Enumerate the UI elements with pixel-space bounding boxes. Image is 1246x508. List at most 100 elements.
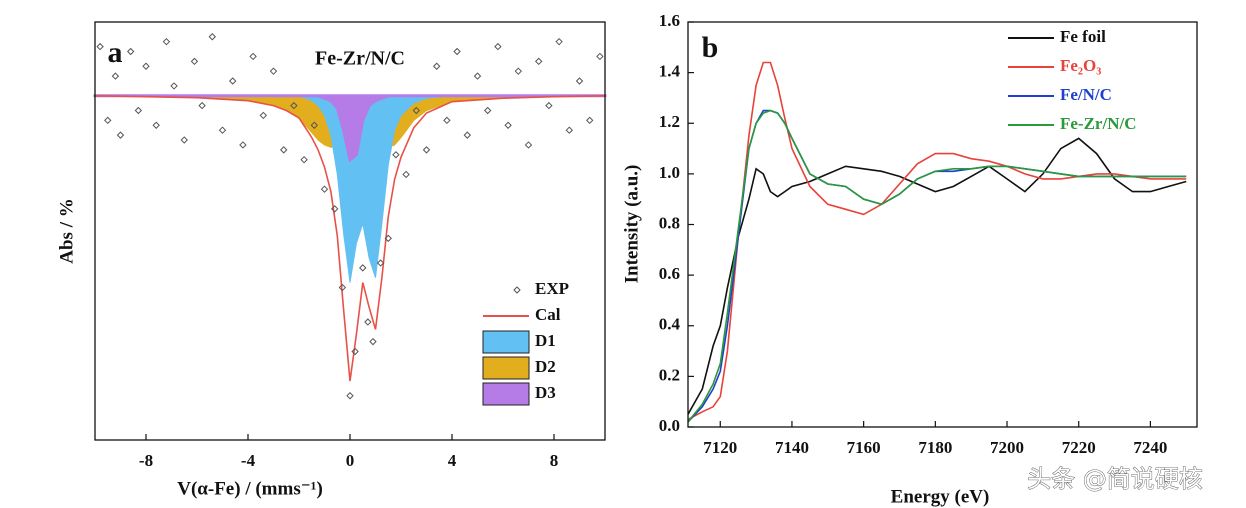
exp-point bbox=[134, 106, 143, 115]
exp-point bbox=[494, 42, 502, 51]
exp-point bbox=[524, 141, 533, 149]
y-tick-label: 0.8 bbox=[659, 213, 680, 232]
exp-point bbox=[376, 259, 385, 267]
exp-point bbox=[443, 116, 451, 125]
exp-point bbox=[320, 185, 329, 193]
exp-point bbox=[310, 121, 319, 129]
y-tick-label: 1.0 bbox=[659, 163, 680, 182]
x-tick-label: -8 bbox=[139, 451, 153, 470]
exp-point bbox=[170, 82, 178, 90]
legend-label: Cal bbox=[535, 305, 561, 324]
exp-point bbox=[483, 106, 492, 115]
exp-point bbox=[300, 155, 308, 164]
exp-point bbox=[190, 57, 199, 66]
exp-point bbox=[338, 283, 347, 292]
exp-point bbox=[346, 392, 354, 400]
x-tick-label: -4 bbox=[241, 451, 256, 470]
exp-point bbox=[142, 62, 150, 70]
exp-point bbox=[290, 101, 298, 110]
y-axis-label: Intensity (a.u.) bbox=[621, 165, 642, 284]
exp-point bbox=[96, 42, 104, 51]
exp-point bbox=[392, 151, 400, 159]
y-tick-label: 1.6 bbox=[659, 11, 680, 30]
legend-label: EXP bbox=[535, 279, 569, 298]
legend-label: Fe/N/C bbox=[1060, 85, 1112, 104]
x-tick-label: 4 bbox=[448, 451, 457, 470]
exp-point bbox=[473, 72, 482, 80]
x-tick-label: 0 bbox=[346, 451, 355, 470]
legend-label: D2 bbox=[535, 357, 556, 376]
y-tick-label: 0.0 bbox=[659, 416, 680, 435]
legend-swatch bbox=[513, 286, 521, 294]
exp-point bbox=[453, 47, 461, 56]
y-tick-label: 0.6 bbox=[659, 264, 680, 283]
legend-swatch bbox=[482, 330, 530, 354]
exp-point bbox=[565, 126, 574, 134]
exp-point bbox=[555, 37, 563, 46]
series-line bbox=[687, 109, 1187, 423]
x-axis-label: V(α-Fe) / (mms⁻¹) bbox=[177, 478, 323, 499]
exp-point bbox=[463, 131, 472, 139]
exp-point bbox=[402, 170, 410, 179]
exp-point bbox=[228, 77, 237, 85]
legend-label: Fe foil bbox=[1060, 27, 1106, 46]
exp-point bbox=[384, 234, 392, 243]
x-tick-label: 7160 bbox=[847, 438, 881, 457]
series-line bbox=[94, 95, 606, 382]
legend-label: Fe₂O₃ bbox=[1060, 56, 1101, 75]
exp-point bbox=[116, 131, 125, 139]
exp-point bbox=[364, 318, 372, 326]
exp-point bbox=[162, 37, 171, 46]
legend-swatch bbox=[482, 382, 530, 406]
legend-label: Fe-Zr/N/C bbox=[1060, 114, 1136, 133]
exp-point bbox=[218, 126, 227, 134]
exp-point bbox=[369, 337, 377, 346]
exp-point bbox=[208, 33, 217, 41]
panel-label: b bbox=[702, 31, 719, 64]
exp-point bbox=[422, 146, 431, 154]
exp-point bbox=[180, 136, 188, 144]
y-tick-label: 1.2 bbox=[659, 112, 680, 131]
exp-point bbox=[351, 347, 359, 356]
exp-point bbox=[198, 101, 206, 110]
exp-point bbox=[545, 101, 553, 110]
exp-point bbox=[126, 47, 135, 56]
exp-point bbox=[534, 57, 543, 66]
exp-point bbox=[104, 116, 112, 125]
exp-point bbox=[596, 52, 604, 61]
chart-title: Fe-Zr/N/C bbox=[315, 48, 405, 70]
y-axis-label: Abs / % bbox=[56, 198, 77, 263]
x-tick-label: 7180 bbox=[918, 438, 952, 457]
exp-point bbox=[269, 67, 278, 75]
exp-point bbox=[239, 141, 247, 149]
exp-point bbox=[432, 62, 441, 70]
exp-point bbox=[152, 121, 160, 129]
component-area bbox=[93, 94, 607, 163]
x-tick-label: 8 bbox=[550, 451, 559, 470]
exp-point bbox=[259, 111, 268, 120]
x-tick-label: 7240 bbox=[1133, 438, 1167, 457]
x-tick-label: 7120 bbox=[703, 438, 737, 457]
legend-swatch bbox=[482, 356, 530, 380]
y-tick-label: 0.4 bbox=[659, 315, 681, 334]
plot-frame bbox=[687, 21, 1198, 428]
exp-point bbox=[111, 72, 120, 80]
exp-point bbox=[575, 77, 584, 85]
series-line bbox=[687, 109, 1187, 423]
exp-point bbox=[279, 146, 288, 154]
exp-point bbox=[514, 67, 523, 75]
exp-point bbox=[585, 116, 594, 125]
x-tick-label: 7220 bbox=[1062, 438, 1096, 457]
legend-label: D1 bbox=[535, 331, 556, 350]
y-tick-label: 1.4 bbox=[659, 62, 681, 81]
series-line bbox=[687, 137, 1187, 415]
exp-point bbox=[330, 205, 339, 213]
exp-point bbox=[412, 106, 421, 115]
x-tick-label: 7200 bbox=[990, 438, 1024, 457]
exp-point bbox=[249, 52, 257, 61]
x-tick-label: 7140 bbox=[775, 438, 809, 457]
panel-label: a bbox=[108, 36, 123, 69]
exp-point bbox=[359, 264, 367, 272]
x-axis-label: Energy (eV) bbox=[891, 486, 990, 507]
